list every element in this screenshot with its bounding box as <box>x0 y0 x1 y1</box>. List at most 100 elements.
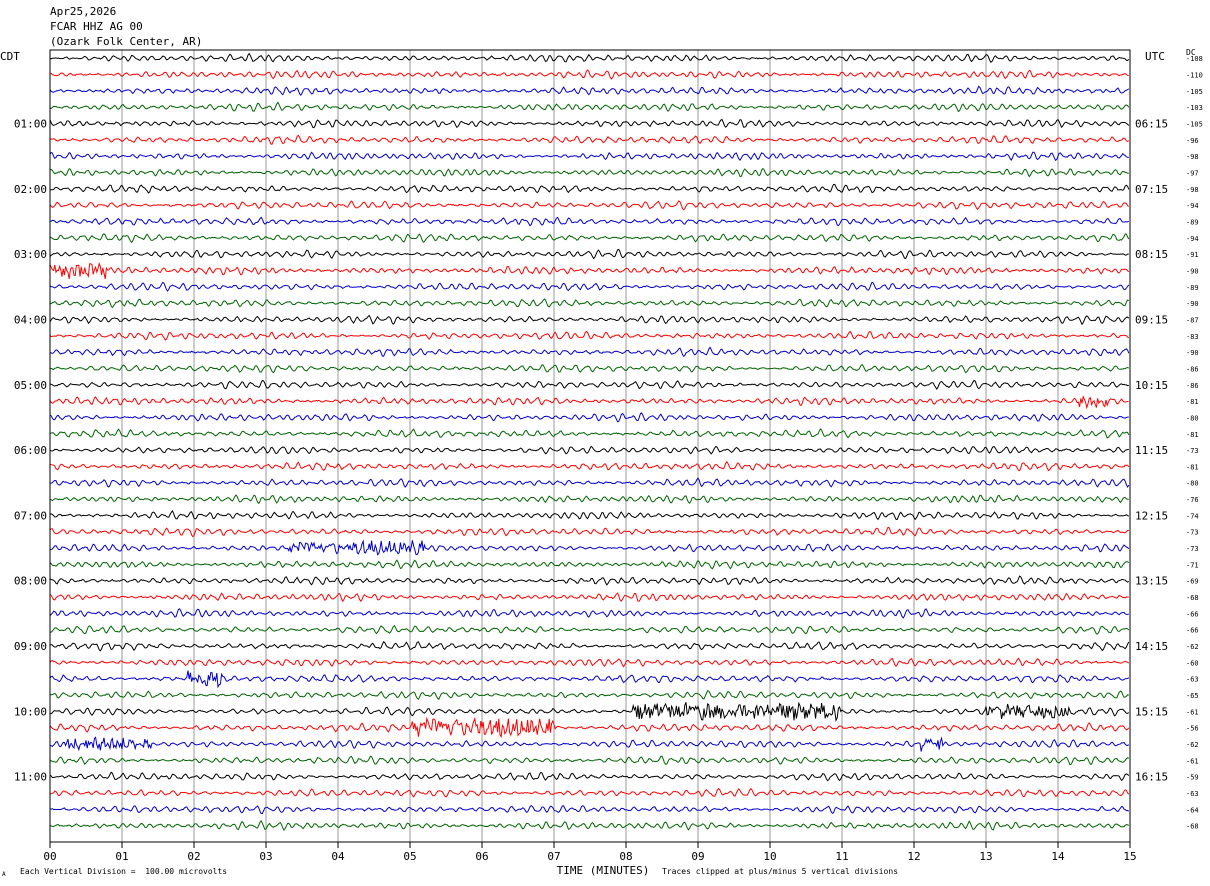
dc-offset-6: -98 <box>1186 153 1199 161</box>
dc-offset-46: -64 <box>1186 806 1199 814</box>
dc-offset-33: -68 <box>1186 594 1199 602</box>
cdt-hour-label-03:00: 03:00 <box>14 248 47 261</box>
trace-15 <box>49 298 1130 309</box>
dc-offset-13: -90 <box>1186 267 1199 275</box>
dc-offset-31: -71 <box>1186 561 1199 569</box>
utc-hour-label-08:15: 08:15 <box>1135 248 1168 261</box>
cdt-hour-label-04:00: 04:00 <box>14 313 47 326</box>
station-label: FCAR HHZ AG 00 <box>50 20 143 33</box>
trace-10 <box>49 216 1130 227</box>
trace-8 <box>49 183 1130 194</box>
trace-22 <box>49 412 1129 423</box>
trace-38 <box>49 670 1130 689</box>
x-tick-label-11: 11 <box>835 850 848 863</box>
trace-24 <box>49 445 1129 455</box>
x-tick-label-03: 03 <box>259 850 272 863</box>
trace-34 <box>49 608 1129 619</box>
dc-offset-44: -59 <box>1186 774 1199 782</box>
x-tick-label-15: 15 <box>1123 850 1136 863</box>
trace-45 <box>49 787 1130 798</box>
trace-3 <box>49 101 1130 113</box>
dc-offset-3: -103 <box>1186 104 1203 112</box>
trace-23 <box>49 428 1130 439</box>
dc-offset-0: -108 <box>1186 55 1203 63</box>
dc-offset-27: -76 <box>1186 496 1199 504</box>
x-tick-label-09: 09 <box>691 850 704 863</box>
timezone-left-label: CDT <box>0 50 20 63</box>
dc-offset-19: -86 <box>1186 365 1199 373</box>
utc-hour-label-09:15: 09:15 <box>1135 313 1168 326</box>
trace-14 <box>49 281 1130 292</box>
trace-33 <box>49 592 1129 603</box>
dc-offset-25: -81 <box>1186 463 1199 471</box>
dc-offset-1: -110 <box>1186 71 1203 79</box>
dc-offset-2: -105 <box>1186 88 1203 96</box>
trace-19 <box>49 363 1130 374</box>
dc-offset-35: -66 <box>1186 627 1199 635</box>
dc-offset-18: -90 <box>1186 349 1199 357</box>
utc-hour-label-10:15: 10:15 <box>1135 379 1168 392</box>
dc-offset-9: -94 <box>1186 202 1199 210</box>
plot-frame <box>49 49 1131 843</box>
dc-offset-29: -73 <box>1186 529 1199 537</box>
trace-1 <box>49 69 1129 80</box>
cdt-hour-label-06:00: 06:00 <box>14 444 47 457</box>
trace-20 <box>49 379 1129 390</box>
dc-offset-12: -91 <box>1186 251 1199 259</box>
cdt-hour-label-10:00: 10:00 <box>14 705 47 718</box>
dc-offset-11: -94 <box>1186 235 1199 243</box>
dc-offset-14: -89 <box>1186 284 1199 292</box>
cdt-hour-label-09:00: 09:00 <box>14 640 47 653</box>
dc-offset-38: -63 <box>1186 676 1199 684</box>
utc-hour-label-11:15: 11:15 <box>1135 444 1168 457</box>
dc-label: DC <box>1186 48 1196 57</box>
trace-12 <box>49 248 1129 260</box>
trace-17 <box>49 330 1130 341</box>
trace-31 <box>49 559 1130 570</box>
trace-35 <box>49 624 1130 635</box>
cdt-hour-labels: 01:00 02:00 03:00 04:00 05:00 06:00 07:00 08:00… <box>14 117 47 783</box>
trace-16 <box>49 314 1130 326</box>
location-label: (Ozark Folk Center, AR) <box>50 35 203 48</box>
trace-36 <box>49 641 1130 652</box>
trace-7 <box>49 167 1129 178</box>
cdt-hour-label-05:00: 05:00 <box>14 379 47 392</box>
dc-offset-15: -90 <box>1186 300 1199 308</box>
utc-hour-label-14:15: 14:15 <box>1135 640 1168 653</box>
dc-offset-24: -73 <box>1186 447 1199 455</box>
timezone-right-label: UTC <box>1145 50 1165 63</box>
utc-hour-label-16:15: 16:15 <box>1135 771 1168 784</box>
date-label: Apr25,2026 <box>50 5 117 18</box>
dc-offset-43: -61 <box>1186 757 1199 765</box>
dc-offset-7: -97 <box>1186 169 1199 177</box>
utc-hour-label-13:15: 13:15 <box>1135 575 1168 588</box>
x-tick-label-04: 04 <box>331 850 345 863</box>
cdt-hour-label-01:00: 01:00 <box>14 117 47 130</box>
dc-offset-26: -80 <box>1186 480 1199 488</box>
dc-offset-32: -69 <box>1186 578 1199 586</box>
x-tick-label-01: 01 <box>115 850 128 863</box>
dc-offset-5: -96 <box>1186 137 1199 145</box>
dc-offset-20: -86 <box>1186 382 1199 390</box>
dc-offset-4: -105 <box>1186 120 1203 128</box>
utc-hour-label-06:15: 06:15 <box>1135 117 1168 130</box>
trace-13 <box>49 261 1130 280</box>
x-tick-label-10: 10 <box>763 850 776 863</box>
dc-offset-47: -68 <box>1186 823 1199 831</box>
trace-25 <box>49 460 1130 472</box>
x-tick-label-14: 14 <box>1051 850 1065 863</box>
dc-offset-8: -98 <box>1186 186 1199 194</box>
utc-hour-label-15:15: 15:15 <box>1135 705 1168 718</box>
dc-offset-36: -62 <box>1186 643 1199 651</box>
trace-group <box>49 52 1130 832</box>
trace-11 <box>49 233 1130 244</box>
trace-27 <box>49 494 1129 505</box>
utc-hour-label-12:15: 12:15 <box>1135 509 1168 522</box>
trace-0 <box>49 52 1130 63</box>
minute-gridlines <box>121 50 1059 842</box>
trace-46 <box>49 804 1130 815</box>
clip-note: Traces clipped at plus/minus 5 vertical … <box>662 867 899 876</box>
corner-mark: A <box>2 871 6 878</box>
dc-offset-labels: -108 -110 -105 -103 -105 -96 -98 -97 -98 -94 -89 -9… <box>1186 55 1203 831</box>
